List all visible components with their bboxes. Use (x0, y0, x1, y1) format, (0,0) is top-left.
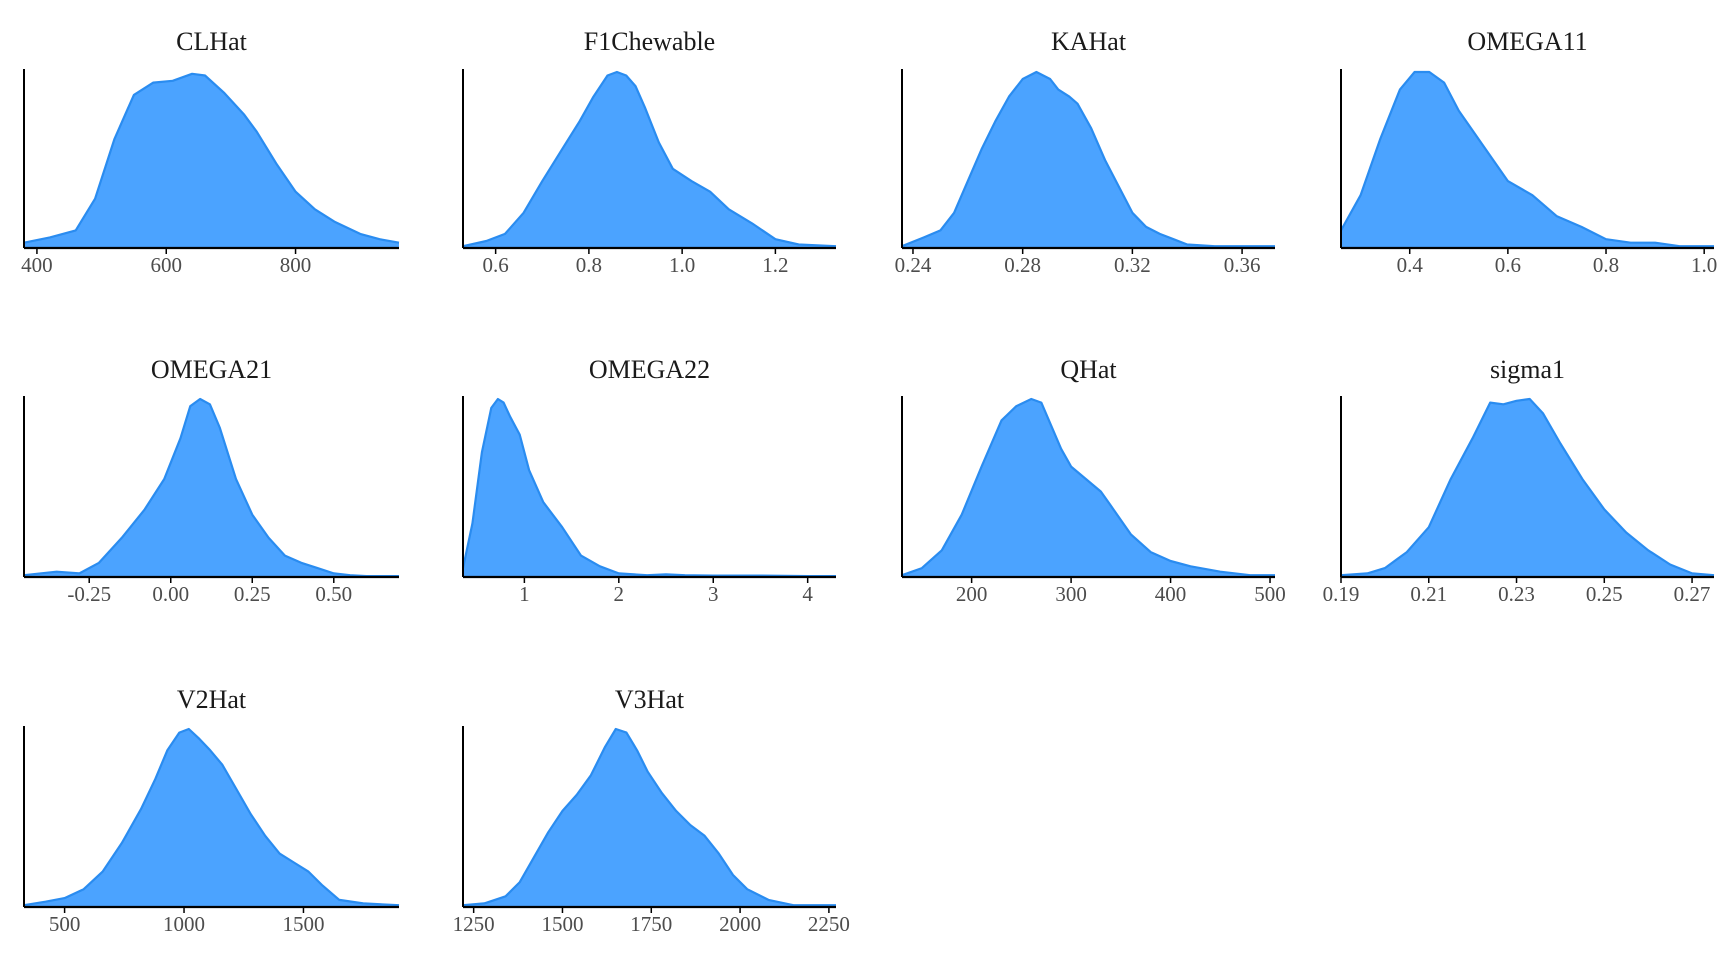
x-tick-label: 0.32 (1114, 253, 1151, 277)
density-area (24, 729, 399, 907)
density-panel: sigma1 0.19 0.21 0.23 0.25 0.27 (1323, 355, 1715, 606)
panel-title: CLHat (176, 27, 248, 56)
x-tick-label: 0.27 (1674, 582, 1711, 606)
x-tick-label: 0.00 (152, 582, 189, 606)
x-tick-label: 0.28 (1004, 253, 1041, 277)
x-tick-label: 0.6 (483, 253, 509, 277)
x-tick-label: 800 (280, 253, 312, 277)
x-tick-label: 1000 (163, 912, 205, 936)
density-panel: OMEGA11 0.4 0.6 0.8 1.0 (1340, 27, 1717, 277)
density-area (24, 399, 399, 577)
density-line (901, 70, 1275, 248)
density-area (24, 73, 399, 248)
x-tick-label: 4 (802, 582, 813, 606)
x-tick-label: 0.4 (1397, 253, 1424, 277)
density-panel: QHat 200 300 400 500 (901, 355, 1286, 606)
x-tick-label: 400 (1155, 582, 1187, 606)
x-tick-label: 0.21 (1410, 582, 1447, 606)
density-panel: OMEGA21 -0.25 0.00 0.25 0.50 (23, 355, 399, 606)
panel-title: OMEGA11 (1467, 27, 1587, 56)
panel-title: V3Hat (615, 685, 685, 714)
x-tick-label: 600 (150, 253, 182, 277)
density-area (463, 399, 836, 577)
x-tick-label: 0.25 (1586, 582, 1623, 606)
density-line (1340, 70, 1714, 248)
density-panel: OMEGA22 1 2 3 4 (461, 355, 836, 606)
density-line (901, 397, 1275, 577)
panel-title: F1Chewable (584, 27, 715, 56)
x-tick-label: 0.8 (576, 253, 602, 277)
density-area (902, 399, 1275, 577)
x-tick-label: 400 (21, 253, 53, 277)
density-panel: V3Hat 1250 1500 1750 2000 2250 (453, 685, 850, 936)
density-line (23, 72, 400, 244)
panel-title: QHat (1060, 355, 1117, 384)
panel-title: V2Hat (177, 685, 247, 714)
x-tick-label: 0.8 (1593, 253, 1619, 277)
density-panel: V2Hat 500 1000 1500 (23, 685, 400, 936)
x-tick-label: 500 (49, 912, 81, 936)
density-line (462, 70, 837, 248)
x-tick-label: 0.19 (1323, 582, 1360, 606)
x-tick-label: 2 (614, 582, 625, 606)
panel-title: OMEGA21 (151, 355, 272, 384)
x-tick-label: 1.0 (1691, 253, 1717, 277)
x-tick-label: 0.50 (315, 582, 352, 606)
x-tick-label: 1.2 (762, 253, 788, 277)
x-tick-label: 300 (1055, 582, 1087, 606)
panel-title: KAHat (1051, 27, 1127, 56)
density-panel: KAHat 0.24 0.28 0.32 0.36 (895, 27, 1275, 277)
x-tick-label: 1250 (453, 912, 495, 936)
x-tick-label: 200 (956, 582, 988, 606)
x-tick-label: 500 (1254, 582, 1286, 606)
x-tick-label: 1750 (630, 912, 672, 936)
density-area (902, 72, 1275, 248)
x-tick-label: 3 (708, 582, 719, 606)
x-tick-label: -0.25 (67, 582, 111, 606)
panel-title: OMEGA22 (589, 355, 710, 384)
x-tick-label: 1500 (282, 912, 324, 936)
density-line (23, 727, 400, 907)
density-line (461, 397, 836, 578)
panel-title: sigma1 (1490, 355, 1565, 384)
x-tick-label: 2250 (808, 912, 850, 936)
x-tick-label: 0.25 (234, 582, 271, 606)
x-tick-label: 1 (519, 582, 530, 606)
density-area (463, 72, 836, 248)
density-panel: CLHat 400 600 800 (21, 27, 400, 277)
x-tick-label: 0.24 (895, 253, 932, 277)
x-tick-label: 2000 (719, 912, 761, 936)
x-tick-label: 0.36 (1224, 253, 1261, 277)
density-line (462, 727, 836, 907)
density-area (1341, 72, 1714, 248)
density-area (1341, 399, 1714, 577)
x-tick-label: 1.0 (669, 253, 695, 277)
x-tick-label: 0.23 (1498, 582, 1535, 606)
x-tick-label: 0.6 (1495, 253, 1521, 277)
density-area (463, 729, 836, 907)
density-panel: F1Chewable 0.6 0.8 1.0 1.2 (462, 27, 837, 277)
x-tick-label: 1500 (541, 912, 583, 936)
density-line (1340, 397, 1715, 577)
density-line (23, 397, 399, 578)
